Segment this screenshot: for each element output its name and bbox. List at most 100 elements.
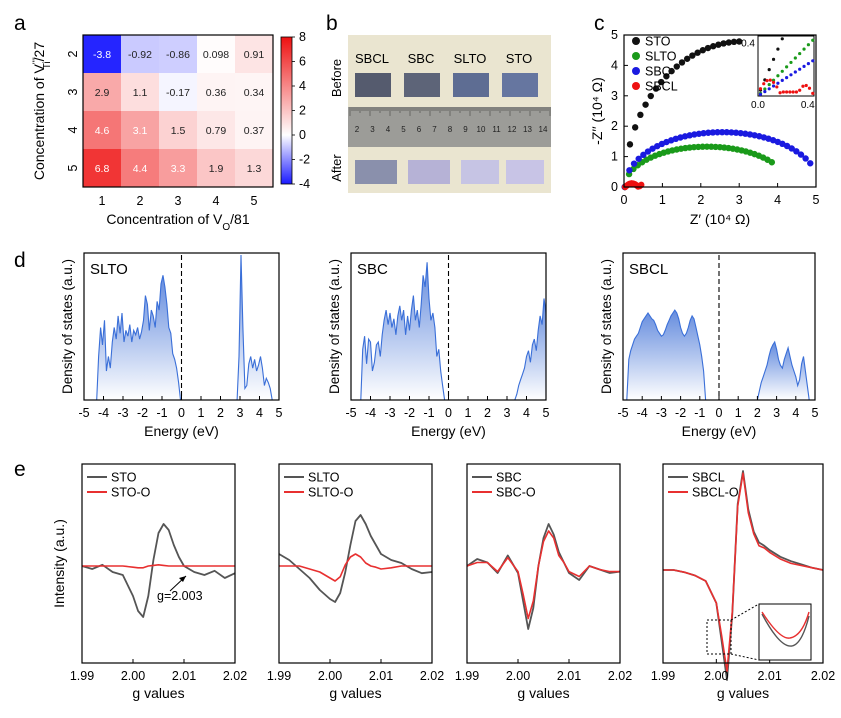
- heatmap-value-label: 0.37: [244, 125, 265, 137]
- inset-point: [781, 90, 785, 94]
- ruler-number: 5: [401, 125, 406, 134]
- dos-curve: [360, 262, 446, 401]
- panel-label-d: d: [14, 249, 26, 272]
- dos-curve: [626, 309, 707, 401]
- inset-point: [771, 78, 776, 82]
- nyquist-point: [797, 151, 805, 158]
- nyquist-inset: 0.0 0.4 0.4: [741, 35, 815, 111]
- dos-ylabel: Density of states (a.u.): [599, 259, 614, 394]
- epr-ylabel: Intensity (a.u.): [51, 519, 67, 608]
- inset-point: [804, 83, 808, 88]
- epr-xlabel: g values: [132, 685, 184, 701]
- inset-point: [780, 69, 784, 73]
- inset-point: [768, 78, 772, 82]
- epr-x-tick: 2.01: [172, 669, 196, 683]
- nyquist-point: [700, 129, 707, 137]
- dos-x-tick: 5: [812, 406, 819, 420]
- heatmap-x-tick: 2: [137, 194, 144, 208]
- nyquist-frame: [623, 34, 817, 188]
- dos-x-tick: -3: [384, 406, 395, 420]
- sample-before-sbcl: [355, 73, 391, 97]
- photo-panel: 2 3 4 5 6 7 8 9 10 11 12 13 14 SBCL SBC SLTO STO Bef…: [329, 35, 551, 193]
- nyquist-point: [720, 40, 727, 47]
- epr-frame: [662, 463, 824, 664]
- inset-x-tick: 0.4: [801, 100, 815, 111]
- zoom-curve: [761, 611, 810, 639]
- colorbar: [280, 36, 293, 185]
- heatmap-frame: [82, 34, 274, 188]
- inset-point: [771, 57, 776, 61]
- heatmap-value-label: 2.9: [95, 87, 110, 99]
- ruler-number: 12: [508, 125, 517, 134]
- nyquist-point: [673, 63, 680, 70]
- inset-point: [765, 79, 769, 83]
- epr-frame: [466, 463, 621, 664]
- dos-x-tick: -4: [637, 406, 648, 420]
- epr-x-tick: 2.02: [420, 669, 444, 683]
- dos-x-tick: 2: [754, 406, 761, 420]
- dos-xlabel: Energy (eV): [682, 423, 757, 439]
- dos-x-tick: 5: [543, 406, 550, 420]
- dos-x-tick: 4: [792, 406, 799, 420]
- nyquist-panel: 0 1 2 3 4 5 0 1 2 3 4 5 Z′ (10⁴ Ω) -Z′′ (10⁴ Ω) STO…: [589, 28, 820, 227]
- heatmap-x-tick: 3: [175, 194, 182, 208]
- dos-x-tick: 2: [217, 406, 224, 420]
- nyquist-point: [637, 111, 644, 119]
- dos-x-tick: -5: [78, 406, 89, 420]
- inset-y-tick: 0.4: [741, 39, 755, 50]
- nyquist-point: [736, 38, 743, 45]
- epr-x-tick: 1.99: [70, 669, 94, 683]
- inset-point: [806, 62, 811, 66]
- dos-ylabel: Density of states (a.u.): [60, 259, 75, 394]
- nyquist-x-tick: 3: [736, 193, 743, 207]
- epr-x-tick: 2.02: [608, 669, 632, 683]
- heatmap-value-label: -0.92: [128, 49, 152, 61]
- heatmap-cell: [83, 111, 121, 149]
- epr-legend-label: SLTO: [308, 471, 340, 485]
- dos-x-tick: 3: [504, 406, 511, 420]
- dos-xlabel: Energy (eV): [411, 423, 486, 439]
- dos-curve: [96, 275, 182, 401]
- dos-subplot: -5 -4 -3 -2 -1 0 1 2 3 4 5 Energy (eV) Density of st…: [599, 252, 819, 439]
- nyquist-x-tick: 4: [774, 193, 781, 207]
- inset-point: [762, 82, 766, 86]
- dos-subplot: -5 -4 -3 -2 -1 0 1 2 3 4 5 Energy (eV) Density of st…: [327, 252, 550, 439]
- inset-point: [811, 91, 815, 95]
- inset-point: [771, 80, 776, 85]
- epr-x-tick: 2.00: [506, 669, 530, 683]
- nyquist-point: [683, 55, 691, 62]
- dos-subplot-title: SBCL: [629, 261, 668, 278]
- nyquist-point: [678, 59, 686, 66]
- nyquist-point: [652, 85, 660, 92]
- colorbar-tick-label: -4: [299, 177, 310, 191]
- row-label-after: After: [329, 154, 344, 182]
- inset-point: [789, 73, 793, 77]
- dos-x-tick: 5: [276, 406, 283, 420]
- heatmap-value-label: 0.79: [206, 125, 227, 137]
- epr-curve: [663, 472, 824, 672]
- nyquist-x-tick: 0: [621, 193, 628, 207]
- epr-x-tick: 2.01: [757, 669, 781, 683]
- dos-curve: [756, 340, 810, 401]
- legend-label: SLTO: [645, 50, 677, 64]
- epr-x-tick: 2.01: [557, 669, 581, 683]
- epr-x-tick: 2.00: [318, 669, 342, 683]
- nyquist-point: [718, 128, 726, 136]
- inset-point: [763, 87, 767, 91]
- colorbar-tick-label: 6: [299, 55, 306, 69]
- heatmap-value-label: 0.36: [206, 87, 227, 99]
- nyquist-y-tick: 5: [611, 28, 618, 42]
- epr-x-tick: 2.00: [704, 669, 728, 683]
- heatmap-cell: [235, 111, 273, 149]
- nyquist-point: [732, 129, 740, 136]
- epr-frame: [278, 463, 433, 664]
- panel-label-e: e: [14, 458, 26, 481]
- heatmap-cell: [159, 111, 197, 149]
- nyquist-point: [737, 129, 744, 137]
- nyquist-point: [730, 38, 738, 46]
- nyquist-point: [694, 49, 701, 56]
